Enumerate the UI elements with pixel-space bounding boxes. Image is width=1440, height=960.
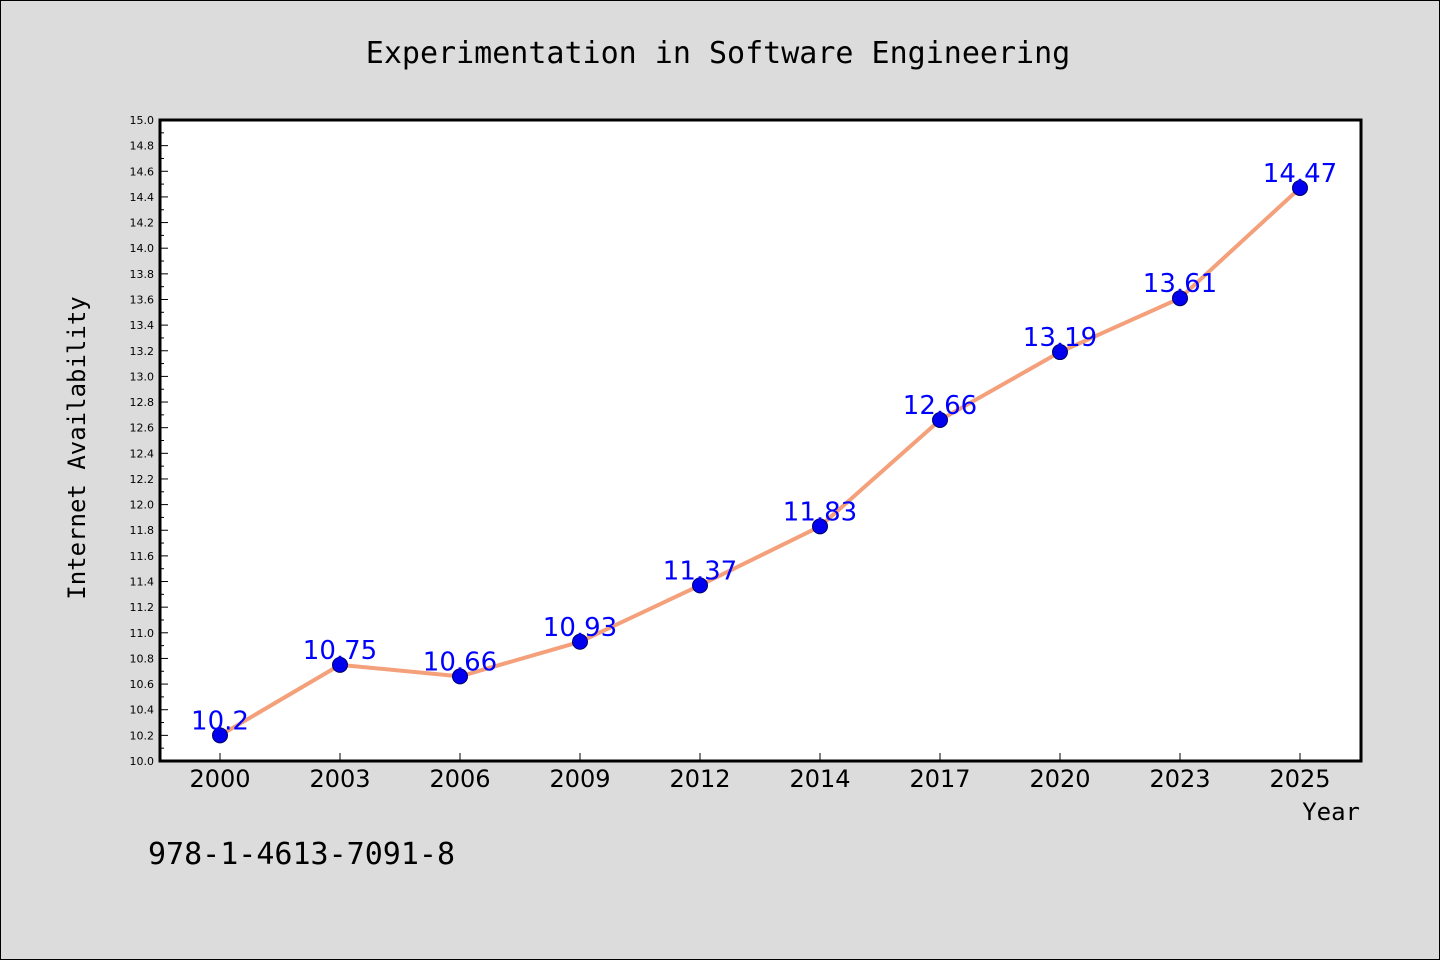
data-point [1052, 344, 1068, 361]
y-tick-label: 12.0 [130, 499, 155, 512]
y-tick-label: 11.2 [130, 601, 155, 614]
data-point [812, 518, 828, 535]
series-path [218, 186, 1302, 738]
isbn-label: 978-1-4613-7091-8 [148, 837, 455, 872]
data-point [212, 727, 228, 744]
x-axis: 2000 2003 2006 2009 2012 2014 2017 2020 2023 2025 [189, 753, 1331, 793]
y-tick-label: 12.8 [130, 396, 155, 409]
data-label: 12.66 [903, 391, 977, 421]
x-tick-label: 2009 [549, 765, 610, 793]
data-label: 11.83 [783, 497, 857, 527]
y-tick-label: 12.4 [130, 447, 155, 460]
data-label: 10.93 [543, 613, 617, 643]
y-axis: 10.0 10.2 10.4 10.6 10.8 11.0 11.2 11.4 11.6 11.8… [130, 114, 168, 768]
data-point [332, 656, 348, 673]
data-label: 11.37 [663, 556, 737, 586]
y-tick-label: 10.4 [130, 704, 155, 717]
y-tick-label: 12.2 [130, 473, 155, 486]
y-tick-label: 13.2 [130, 345, 155, 358]
data-point [452, 668, 468, 685]
y-tick-label: 11.0 [130, 627, 155, 640]
data-label: 13.19 [1023, 323, 1097, 353]
y-tick-label: 14.6 [130, 165, 155, 178]
x-tick-label: 2003 [309, 765, 370, 793]
y-tick-label: 10.6 [130, 678, 155, 691]
y-tick-label: 11.8 [130, 524, 155, 537]
data-label: 14.47 [1263, 159, 1337, 189]
series-line [212, 179, 1308, 744]
y-tick-label: 14.8 [130, 140, 155, 153]
x-tick-label: 2012 [669, 765, 730, 793]
data-labels: 10.2 10.75 10.66 10.93 11.37 11.83 12.66 13.19 1… [191, 159, 1337, 736]
data-label: 10.66 [423, 647, 497, 677]
y-tick-label: 14.2 [130, 217, 155, 230]
y-tick-label: 15.0 [130, 114, 155, 127]
y-tick-label: 11.6 [130, 550, 155, 563]
x-tick-label: 2020 [1029, 765, 1090, 793]
y-tick-label: 14.4 [130, 191, 155, 204]
data-point [1172, 290, 1188, 307]
data-label: 10.2 [191, 706, 249, 736]
y-tick-label: 13.4 [130, 319, 155, 332]
y-axis-label: Internet Availability [63, 296, 91, 599]
y-tick-label: 10.0 [130, 755, 155, 768]
x-tick-label: 2023 [1149, 765, 1210, 793]
y-tick-label: 13.0 [130, 370, 155, 383]
y-tick-label: 13.6 [130, 293, 155, 306]
data-label: 13.61 [1143, 269, 1217, 299]
data-label: 10.75 [303, 636, 377, 666]
data-point [572, 633, 588, 650]
x-tick-label: 2000 [189, 765, 250, 793]
x-tick-label: 2014 [789, 765, 850, 793]
x-tick-label: 2006 [429, 765, 490, 793]
data-point [692, 577, 708, 594]
x-axis-label: Year [1302, 798, 1360, 826]
y-tick-label: 11.4 [130, 576, 155, 589]
plot-area [158, 118, 1363, 763]
x-tick-label: 2017 [909, 765, 970, 793]
chart-title: Experimentation in Software Engineering [366, 36, 1070, 71]
y-tick-label: 14.0 [130, 242, 155, 255]
y-tick-label: 10.8 [130, 652, 155, 665]
y-tick-label: 12.6 [130, 422, 155, 435]
y-tick-label: 10.2 [130, 729, 155, 742]
data-point [1292, 179, 1308, 196]
x-tick-label: 2025 [1269, 765, 1330, 793]
data-point [932, 411, 948, 428]
y-tick-label: 13.8 [130, 268, 155, 281]
